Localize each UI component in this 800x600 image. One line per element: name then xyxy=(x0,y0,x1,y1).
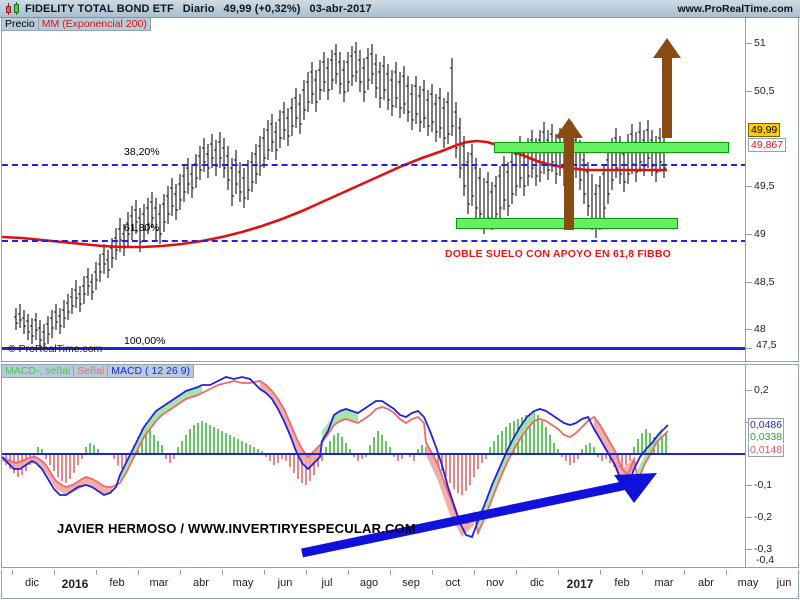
brand-label: www.ProRealTime.com xyxy=(677,2,793,15)
price-legend: Precio MM (Exponencial 200) xyxy=(1,18,151,31)
date-label-6: jun xyxy=(277,577,293,589)
macd-fill-positive-3 xyxy=(478,411,534,533)
macd-tick-02: 0,2 xyxy=(754,384,769,396)
chart-title-bar: FIDELITY TOTAL BOND ETF Diario 49,99 (+0… xyxy=(0,0,800,18)
date-label-5: may xyxy=(232,577,254,589)
current-price-tag: 49,99 xyxy=(748,123,781,137)
date-label-0: dic xyxy=(24,577,40,589)
date-label-14: feb xyxy=(614,577,630,589)
double-bottom-annotation: DOBLE SUELO CON APOYO EN 61,8 FIBBO xyxy=(445,248,671,260)
watermark-label: © ProRealTime.com xyxy=(8,343,103,355)
date-label-10: oct xyxy=(445,577,461,589)
macd-fill-positive-1 xyxy=(120,385,202,483)
axis-tick-49: 49 xyxy=(754,228,766,240)
macd-up-arrow xyxy=(301,473,657,558)
date-label-4: abr xyxy=(193,577,209,589)
macd-axis[interactable]: 0,2 0,1 -0,1 -0,2 -0,3 0,0486 0,0338 0,0… xyxy=(746,364,799,568)
legend-price-chip[interactable]: Precio xyxy=(1,18,39,31)
fib-line-100 xyxy=(2,347,745,350)
price-plot-area[interactable]: 38,20% 61,80% 100,00% DOBLE xyxy=(1,18,746,362)
legend-histogram-chip[interactable]: MACD-, señal xyxy=(1,365,75,378)
macd-plot-area[interactable]: JAVIER HERMOSO / WWW.INVERTIRYESPECULAR.… xyxy=(1,364,746,568)
price-axis[interactable]: 51 50,5 49,5 49 48,5 48 49,99 49,867 xyxy=(746,18,799,362)
macd-legend: MACD-, señal Señal MACD ( 12 26 9) xyxy=(1,365,194,378)
macd-zero-line xyxy=(2,453,745,455)
axis-tick-495: 49,5 xyxy=(754,180,775,192)
fib-label-382: 38,20% xyxy=(124,146,160,158)
date-label-12: dic xyxy=(529,577,545,589)
fib-label-618: 61,80% xyxy=(124,222,160,234)
fib-line-382 xyxy=(2,164,745,166)
date-label-16: abr xyxy=(698,577,714,589)
quote-value: 49,99 (+0,32%) xyxy=(223,2,301,15)
author-signature: JAVIER HERMOSO / WWW.INVERTIRYESPECULAR.… xyxy=(57,521,416,536)
date-label-15: mar xyxy=(654,577,674,589)
macd-signal-line xyxy=(2,380,669,536)
macd-tick-m01: -0,1 xyxy=(754,479,773,491)
histogram-value-tag: 0,0338 xyxy=(748,431,785,443)
legend-macd-chip[interactable]: MACD ( 12 26 9) xyxy=(108,365,194,378)
date-label-2: feb xyxy=(109,577,125,589)
resistance-zone xyxy=(494,142,729,153)
support-up-arrow xyxy=(554,118,584,230)
date-label-7: jul xyxy=(321,577,333,589)
quote-date: 03-abr-2017 xyxy=(309,2,372,15)
ema-200-line xyxy=(2,139,667,249)
date-label-3: mar xyxy=(149,577,169,589)
fib-line-618 xyxy=(2,240,745,242)
macd-panel: JAVIER HERMOSO / WWW.INVERTIRYESPECULAR.… xyxy=(0,364,800,568)
legend-ema-chip[interactable]: MM (Exponencial 200) xyxy=(38,18,151,31)
macd-tick-m03: -0,3 xyxy=(754,543,773,555)
axis-tick-475: 47,5 xyxy=(756,339,777,351)
axis-tick-48: 48 xyxy=(754,323,766,335)
instrument-name: FIDELITY TOTAL BOND ETF xyxy=(25,2,174,15)
macd-value-tag: 0,0486 xyxy=(748,418,785,431)
axis-tick-505: 50,5 xyxy=(754,85,775,97)
date-label-13: 2017 xyxy=(566,577,594,591)
macd-tick-m04: -0,4 xyxy=(756,554,775,566)
axis-tick-51: 51 xyxy=(754,37,766,49)
date-label-17: may xyxy=(737,577,759,589)
axis-tick-485: 48,5 xyxy=(754,276,775,288)
date-label-11: nov xyxy=(486,577,504,589)
date-label-9: sep xyxy=(402,577,420,589)
date-label-1: 2016 xyxy=(61,577,89,591)
macd-series-svg xyxy=(2,376,669,558)
price-panel: 38,20% 61,80% 100,00% DOBLE xyxy=(0,18,800,362)
macd-line xyxy=(2,376,669,539)
legend-signal-chip[interactable]: Señal xyxy=(74,365,109,378)
target-up-arrow xyxy=(652,38,682,138)
macd-tick-m02: -0,2 xyxy=(754,511,773,523)
date-label-8: ago xyxy=(359,577,379,589)
timeframe-label: Diario xyxy=(182,2,215,15)
date-label-18: jun xyxy=(776,577,792,589)
macd-fill-positive-2 xyxy=(322,409,358,441)
fib-label-100: 100,00% xyxy=(124,335,166,347)
date-axis[interactable]: dic 2016 feb mar abr may jun jul ago sep… xyxy=(1,570,799,599)
price-series-svg xyxy=(2,42,667,350)
ema-price-tag: 49,867 xyxy=(748,138,787,152)
signal-value-tag: 0,0148 xyxy=(748,444,785,457)
candlestick-icon xyxy=(4,1,22,16)
